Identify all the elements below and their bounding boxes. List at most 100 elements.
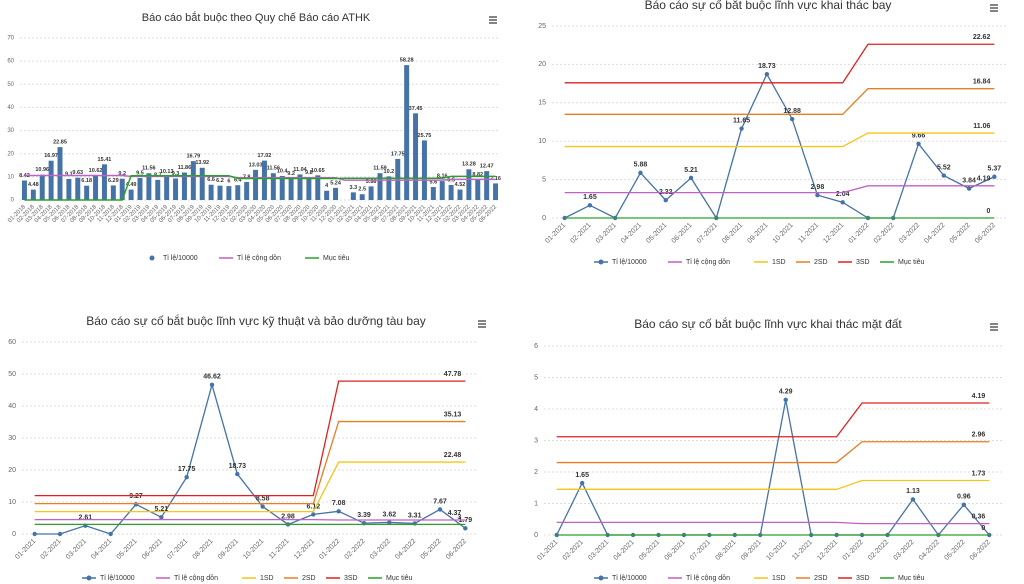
point [159,515,164,520]
x-tick-label: 05-2021 [116,538,139,561]
data-label: 6 [227,179,230,185]
x-tick-label: 12-2021 [822,222,845,245]
x-tick-label: 02-2022 [873,222,896,245]
data-label: 5.21 [155,506,169,513]
point [57,531,63,537]
series-line [556,399,990,537]
data-label: 37.45 [409,106,423,112]
chart-title: Báo cáo sự cố bắt buộc lĩnh vực khai thá… [634,316,902,331]
data-label: 1.73 [972,470,986,477]
menu-button[interactable] [990,4,998,12]
legend-symbol [598,575,604,581]
chart-title: Báo cáo sự cố bắt buộc lĩnh vực khai thá… [645,0,892,12]
data-label: 22.85 [53,140,67,146]
data-label: 9.63 [72,170,83,176]
data-label: 2.5 [358,187,366,193]
y-tick-label: 0 [534,532,538,539]
point [463,526,468,531]
menu-button[interactable] [990,323,998,331]
data-label: 4.37 [448,510,462,517]
legend-label: 2SD [814,575,828,582]
data-label: 9.8 [305,170,313,176]
point [764,71,770,77]
bar [288,178,294,200]
bar [306,177,312,200]
point [579,480,585,486]
series-line [34,382,466,535]
legend-label: Tỉ lệ cộng dồn [237,253,281,262]
legend-label: 2SD [814,259,828,266]
data-label: 3.39 [357,512,371,519]
legend-label: Tỉ lệ cộng dồn [174,573,218,582]
data-label: 13.03 [249,162,263,168]
data-label: 5.37 [988,166,1002,173]
x-tick-label: 03-2022 [898,222,921,245]
bar [261,160,267,200]
y-tick-label: 6 [534,343,538,350]
data-label: 17.02 [258,153,272,159]
chart-panel: Báo cáo sự cố bắt buộc lĩnh vực khai thá… [534,316,1002,582]
bar [430,187,436,200]
data-label: 17.75 [391,151,405,157]
x-tick-label: 05-2021 [645,222,668,245]
x-tick-label: 11-2021 [791,539,814,562]
series-line [34,420,466,505]
point [941,173,947,178]
menu-button[interactable] [489,16,497,24]
data-label: 4.52 [455,182,466,188]
legend-label: Tỉ lệ/10000 [612,258,647,266]
series-line [564,132,995,148]
bar [359,194,365,200]
x-tick-label: 09-2021 [217,538,240,561]
y-tick-label: 15 [538,100,546,107]
data-label: 0.96 [957,494,971,501]
x-tick-label: 01-2021 [14,538,37,561]
data-label: 11.59 [373,166,386,172]
bar [324,190,330,200]
chart-panel: Báo cáo sự cố bắt buộc lĩnh vực khai thá… [538,0,1007,266]
y-tick-label: 30 [8,435,16,442]
data-label: 22.48 [444,452,462,459]
x-tick-label: 12-2021 [816,539,839,562]
x-tick-label: 04-2022 [394,538,417,561]
data-label: 18.73 [229,463,247,470]
point [587,203,593,208]
menu-button[interactable] [478,320,486,328]
series-line [564,43,995,84]
x-tick-label: 01-2022 [318,538,341,561]
bar [30,189,36,200]
x-tick-label: 09-2021 [740,539,763,562]
data-label: 16.79 [186,154,200,160]
x-tick-label: 07-2021 [689,539,712,562]
bar [448,184,454,200]
legend-label: Mục tiêu [898,575,925,582]
bar [155,179,161,200]
y-tick-label: 20 [538,61,546,68]
data-label: 5.6 [430,179,438,185]
bar [48,160,54,200]
bar [39,174,45,200]
x-tick-label: 11-2021 [797,222,820,245]
data-label: 2.04 [836,191,850,198]
x-tick-label: 01-2022 [848,222,871,245]
chart-title: Báo cáo bắt buộc theo Quy chế Báo cáo AT… [142,11,371,24]
data-label: 11.06 [973,123,990,130]
data-label: 9.5 [136,170,144,176]
x-tick-label: 05-2022 [949,222,972,245]
y-tick-label: 20 [7,151,14,157]
data-label: 2.96 [972,432,986,439]
y-tick-label: 10 [538,138,546,145]
legend-label: 1SD [772,575,786,582]
bar [208,184,214,200]
data-label: 16.97 [44,153,58,159]
legend-label: Mục tiêu [386,575,413,582]
data-label: 15.41 [98,157,112,163]
y-tick-label: 2 [534,469,538,476]
x-tick-label: 04-2021 [90,538,113,561]
bar [421,140,427,200]
bar [164,176,170,200]
data-label: 11.65 [733,117,750,124]
x-tick-label: 06-2022 [445,538,468,561]
point [336,509,341,514]
y-tick-label: 10 [8,499,16,506]
